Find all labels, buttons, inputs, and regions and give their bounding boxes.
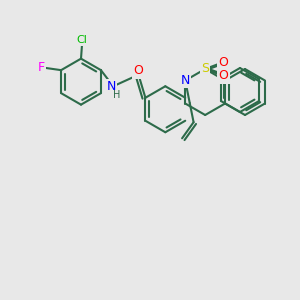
Text: Cl: Cl bbox=[77, 34, 88, 44]
Text: O: O bbox=[219, 69, 229, 82]
Text: N: N bbox=[181, 74, 190, 87]
Text: O: O bbox=[219, 56, 229, 69]
Text: H: H bbox=[112, 90, 120, 100]
Text: F: F bbox=[38, 61, 45, 74]
Text: O: O bbox=[134, 64, 143, 77]
Text: S: S bbox=[201, 62, 209, 76]
Text: N: N bbox=[106, 80, 116, 93]
